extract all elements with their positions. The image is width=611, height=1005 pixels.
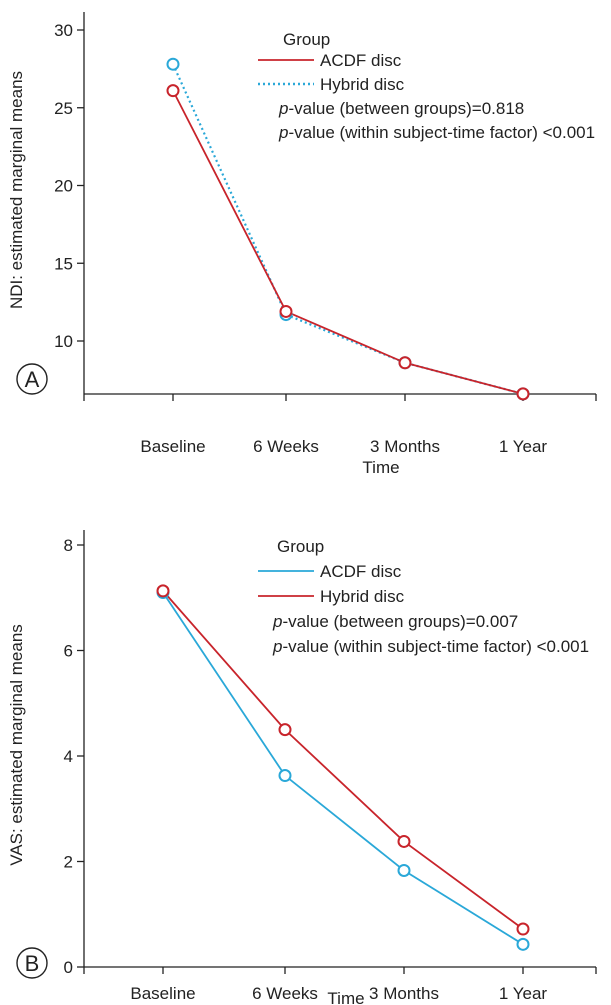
- panel-a-y-tick-label: 20: [54, 177, 73, 196]
- panel-a-series-line-acdf-disc: [172, 90, 524, 395]
- panel-b-legend-stat-text: -value (between groups)=0.007: [282, 612, 518, 631]
- panel-a-x-tick-label: 6 Weeks: [253, 437, 319, 456]
- panel-b-point-hybrid-disc: [397, 834, 411, 848]
- panel-a-legend-entry: Hybrid disc: [320, 75, 405, 94]
- panel-a-legend-entry: ACDF disc: [320, 51, 402, 70]
- panel-b-panel-circle: [16, 947, 48, 979]
- panel-a-x-axis-label: Time: [362, 458, 399, 477]
- panel-b-legend-title: Group: [277, 537, 324, 556]
- panel-a-point-hybrid-disc: [166, 57, 180, 71]
- panel-b-legend-stat-p: p: [272, 637, 282, 656]
- panel-b-point-hybrid-disc: [156, 584, 170, 598]
- panel-a-y-tick-label: 30: [54, 21, 73, 40]
- panel-a-panel-label: A: [25, 367, 40, 392]
- panel-b-point-hybrid-disc: [278, 723, 292, 737]
- panel-b-y-tick-label: 2: [64, 853, 73, 872]
- panel-b-series-line-acdf-disc: [162, 591, 524, 946]
- panel-b-series-line-hybrid-disc: [162, 590, 524, 930]
- panel-a-y-tick-label: 15: [54, 254, 73, 273]
- panel-a-x-tick-label: Baseline: [140, 437, 205, 456]
- panel-b-legend-stat-text: -value (within subject-time factor) <0.0…: [282, 637, 589, 656]
- panel-a-point-acdf-disc: [398, 356, 412, 370]
- panel-a-point-acdf-disc: [166, 84, 180, 98]
- panel-b-panel-label: B: [25, 951, 40, 976]
- panel-b-legend-entry: ACDF disc: [320, 562, 402, 581]
- panel-b-point-hybrid-disc: [516, 922, 530, 936]
- panel-b-x-tick-label: 3 Months: [369, 984, 439, 1003]
- panel-a-panel-circle: [16, 363, 48, 395]
- panel-b-legend-stat: p-value (between groups)=0.007: [272, 612, 518, 631]
- panel-a-y-axis-label: NDI: estimated marginal means: [7, 71, 26, 309]
- panel-b-y-tick-label: 6: [64, 642, 73, 661]
- panel-b-legend-entry: Hybrid disc: [320, 587, 405, 606]
- panel-a-legend-stat-p: p: [278, 99, 288, 118]
- panel-b-x-tick-label: Baseline: [130, 984, 195, 1003]
- panel-a-y-tick-label: 25: [54, 99, 73, 118]
- panel-b-y-tick-label: 0: [64, 958, 73, 977]
- panel-a-legend-stat-p: p: [278, 123, 288, 142]
- panel-b-point-acdf-disc: [278, 769, 292, 783]
- panel-b-legend-stat-p: p: [272, 612, 282, 631]
- panel-b-x-tick-label: 1 Year: [499, 984, 548, 1003]
- panel-b-point-acdf-disc: [397, 863, 411, 877]
- panel-a-x-tick-label: 3 Months: [370, 437, 440, 456]
- panel-a-point-acdf-disc: [279, 304, 293, 318]
- panel-a-legend-stat-text: -value (between groups)=0.818: [288, 99, 524, 118]
- panel-b-x-tick-label: 6 Weeks: [252, 984, 318, 1003]
- panel-b-x-axis-label: Time: [327, 989, 364, 1005]
- panel-a-point-acdf-disc: [516, 387, 530, 401]
- panel-b-y-axis-label: VAS: estimated marginal means: [7, 624, 26, 866]
- panel-b-point-acdf-disc: [516, 937, 530, 951]
- panel-a-x-tick-label: 1 Year: [499, 437, 548, 456]
- panel-b-legend-stat: p-value (within subject-time factor) <0.…: [272, 637, 589, 656]
- panel-a-legend-stat-text: -value (within subject-time factor) <0.0…: [288, 123, 595, 142]
- panel-a-y-tick-label: 10: [54, 332, 73, 351]
- panel-a-legend-title: Group: [283, 30, 330, 49]
- panel-a-legend-stat: p-value (within subject-time factor) <0.…: [278, 123, 595, 142]
- panel-b-y-tick-label: 4: [64, 747, 73, 766]
- panel-b-y-tick-label: 8: [64, 536, 73, 555]
- panel-a-legend-stat: p-value (between groups)=0.818: [278, 99, 524, 118]
